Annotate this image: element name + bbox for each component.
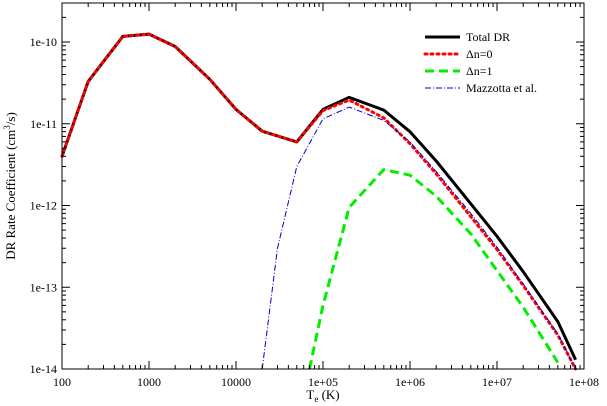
legend-label: Δn=1 [466,64,492,78]
x-axis-label: Te (K) [306,387,339,404]
series-layer [60,32,578,371]
legend-label: Mazzotta et al. [466,81,537,95]
series-line-n-1 [308,168,560,370]
series-line-mazzotta-et-al [261,106,577,370]
tick-layer: 100 1000 10000 1e+05 1e+06 1e+07 1e+08 1e-14 1e-… [30,2,599,389]
y-tick-label: 1e-14 [30,362,57,376]
series-line-n-0 [60,32,578,371]
x-tick-label: 1e+06 [395,375,425,389]
x-tick-label: 10000 [221,375,251,389]
y-tick-label: 1e-13 [30,280,57,294]
x-tick-label: 100 [53,375,71,389]
plot-area [62,3,584,369]
x-tick-label: 1e+07 [482,375,512,389]
legend-label: Total DR [466,30,510,44]
y-axis-label: DR Rate Coefficient (cm3/s) [2,112,18,260]
y-tick-label: 1e-12 [30,199,57,213]
x-tick-label: 1000 [137,375,161,389]
y-tick-label: 1e-11 [30,117,57,131]
legend-label: Δn=0 [466,47,492,61]
legend: Total DR Δn=0 Δn=1 Mazzotta et al. [423,30,537,95]
x-tick-label: 1e+05 [308,375,338,389]
x-tick-label: 1e+08 [569,375,599,389]
y-tick-label: 1e-10 [30,35,57,49]
